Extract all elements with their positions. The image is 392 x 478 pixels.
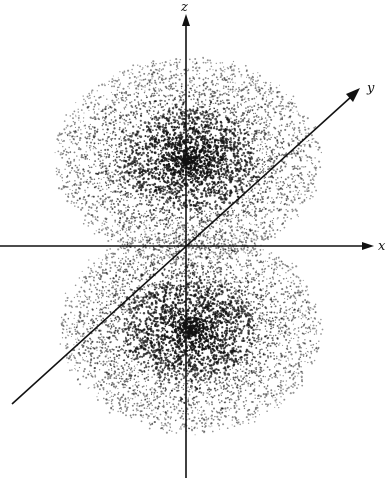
y-axis-label: y <box>366 81 375 96</box>
x-axis-label: x <box>378 239 386 254</box>
x-axis-arrow <box>362 242 374 250</box>
lower-lobe <box>59 225 324 436</box>
z-axis-label: z <box>180 0 188 15</box>
y-axis <box>11 95 353 405</box>
upper-lobe <box>54 56 323 264</box>
z-axis-arrow <box>182 14 190 26</box>
y-axis-arrow <box>346 88 360 102</box>
